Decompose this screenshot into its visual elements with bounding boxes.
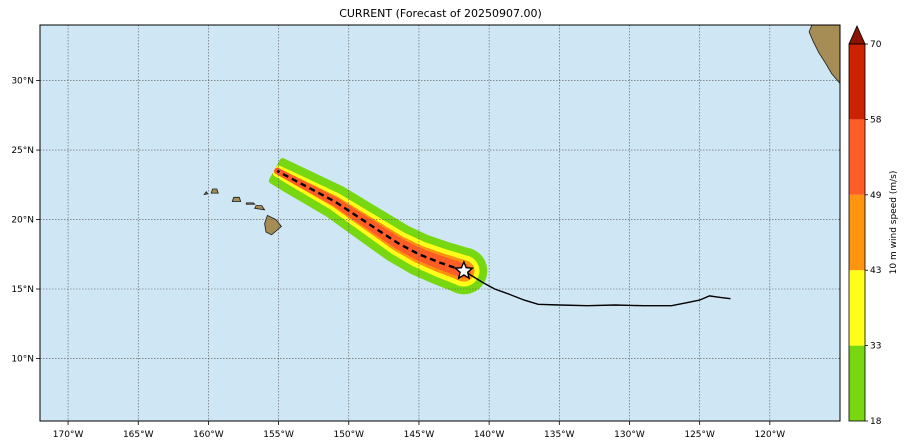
land-masses [203,25,840,236]
ocean-background [40,25,840,421]
land-california [808,25,840,85]
colorbar-segment [849,119,865,195]
colorbar-extend-arrow [848,25,866,45]
axis-ticks: 170°W 165°W 160°W 155°W 150°W 145°W 140°W 135°W… [11,77,785,440]
lon-tick-label: 155°W [263,430,294,440]
colorbar-segment [849,44,865,120]
storm-center-star-icon [453,260,475,280]
lon-tick-label: 140°W [474,430,505,440]
land-niihau [203,191,209,196]
lon-tick-label: 135°W [544,430,575,440]
map-frame [39,24,841,422]
lat-tick-label: 10°N [11,354,34,364]
land-kauai [210,188,219,194]
colorbar-segment [849,270,865,346]
wind-swath-band [274,167,469,278]
colorbar-label: 10 m wind speed (m/s) [889,171,899,275]
lon-tick-label: 165°W [123,430,154,440]
storm-track [276,169,731,307]
lat-tick-label: 30°N [11,77,34,87]
lat-tick-label: 25°N [11,146,34,156]
lat-tick-label: 20°N [11,216,34,226]
colorbar-segment [849,194,865,271]
lon-tick-label: 130°W [614,430,645,440]
land-molokai [245,202,256,205]
lon-tick-label: 120°W [755,430,786,440]
colorbar-tick-label: 58 [870,115,882,125]
colorbar-frame [848,43,866,422]
colorbar-segment [849,345,865,421]
lon-tick-label: 170°W [53,430,84,440]
colorbar: 18 33 43 49 58 70 10 m wind speed (m/s) [848,25,899,427]
colorbar-tick-label: 49 [870,191,882,201]
colorbar-tick-label: 33 [870,342,881,352]
forecast-track-line [276,169,465,273]
lon-tick-label: 150°W [333,430,364,440]
land-maui [254,205,266,211]
land-oahu [231,196,242,202]
colorbar-tick-label: 18 [870,417,882,427]
lon-tick-label: 125°W [684,430,715,440]
lon-tick-label: 160°W [193,430,224,440]
colorbar-tick-label: 43 [870,266,881,276]
colorbar-tick-label: 70 [870,40,882,50]
storm-position [453,260,475,280]
past-track-line [463,270,731,307]
graticule [40,25,840,421]
lon-tick-label: 145°W [404,430,435,440]
lat-tick-label: 15°N [11,285,34,295]
map-title: CURRENT (Forecast of 20250907.00) [339,7,542,20]
land-hawaii [264,214,282,236]
